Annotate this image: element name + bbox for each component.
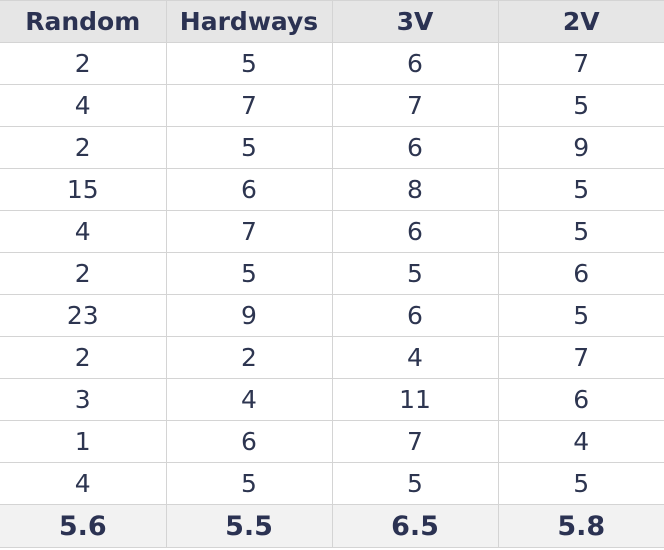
column-header-3v: 3V <box>331 0 499 43</box>
table-cell: 5 <box>497 84 664 127</box>
table-row: 3 4 11 6 <box>0 378 664 421</box>
table-cell: 7 <box>331 84 499 127</box>
table-body: 2 5 6 7 4 7 7 5 2 5 6 9 15 6 8 5 4 7 6 5 <box>0 42 664 505</box>
table-cell: 3 <box>0 378 167 421</box>
table-cell: 9 <box>165 294 333 337</box>
table-footer: 5.6 5.5 6.5 5.8 <box>0 504 664 548</box>
table-cell: 2 <box>0 126 167 169</box>
table-header: Random Hardways 3V 2V <box>0 0 664 43</box>
table-cell: 4 <box>165 378 333 421</box>
column-header-2v: 2V <box>497 0 664 43</box>
table-row: 4 7 7 5 <box>0 84 664 127</box>
table-cell: 5 <box>165 462 333 505</box>
table-cell: 7 <box>497 42 664 85</box>
table-cell: 6 <box>165 420 333 463</box>
table-cell: 11 <box>331 378 499 421</box>
column-header-hardways: Hardways <box>165 0 333 43</box>
table-cell: 4 <box>331 336 499 379</box>
table-cell: 6 <box>331 42 499 85</box>
table-cell: 4 <box>0 210 167 253</box>
table-row: 23 9 6 5 <box>0 294 664 337</box>
summary-cell-2v: 5.8 <box>497 504 664 548</box>
table-row: 15 6 8 5 <box>0 168 664 211</box>
table-cell: 1 <box>0 420 167 463</box>
table-cell: 2 <box>0 42 167 85</box>
table-cell: 7 <box>497 336 664 379</box>
table-cell: 6 <box>497 378 664 421</box>
table-cell: 5 <box>331 252 499 295</box>
header-row: Random Hardways 3V 2V <box>0 0 664 43</box>
table-cell: 5 <box>165 42 333 85</box>
table-cell: 6 <box>331 126 499 169</box>
table-row: 2 2 4 7 <box>0 336 664 379</box>
table-cell: 5 <box>165 126 333 169</box>
table-cell: 23 <box>0 294 167 337</box>
summary-row: 5.6 5.5 6.5 5.8 <box>0 504 664 548</box>
table-cell: 6 <box>497 252 664 295</box>
table-cell: 5 <box>497 210 664 253</box>
table-cell: 4 <box>0 84 167 127</box>
table-row: 1 6 7 4 <box>0 420 664 463</box>
table-cell: 6 <box>165 168 333 211</box>
table-cell: 9 <box>497 126 664 169</box>
table-cell: 7 <box>165 84 333 127</box>
summary-cell-random: 5.6 <box>0 504 167 548</box>
table-row: 4 7 6 5 <box>0 210 664 253</box>
table-row: 2 5 6 7 <box>0 42 664 85</box>
table-row: 4 5 5 5 <box>0 462 664 505</box>
table-cell: 2 <box>165 336 333 379</box>
table-cell: 7 <box>331 420 499 463</box>
table-cell: 15 <box>0 168 167 211</box>
table-row: 2 5 6 9 <box>0 126 664 169</box>
table-cell: 5 <box>165 252 333 295</box>
table-cell: 7 <box>165 210 333 253</box>
summary-cell-3v: 6.5 <box>331 504 499 548</box>
table-cell: 4 <box>497 420 664 463</box>
table-cell: 2 <box>0 252 167 295</box>
table-cell: 5 <box>497 168 664 211</box>
summary-cell-hardways: 5.5 <box>165 504 333 548</box>
table-cell: 5 <box>331 462 499 505</box>
table-cell: 6 <box>331 210 499 253</box>
table-cell: 6 <box>331 294 499 337</box>
table-cell: 5 <box>497 462 664 505</box>
table-cell: 4 <box>0 462 167 505</box>
table-cell: 5 <box>497 294 664 337</box>
table-row: 2 5 5 6 <box>0 252 664 295</box>
table-cell: 2 <box>0 336 167 379</box>
column-header-random: Random <box>0 0 167 43</box>
table-cell: 8 <box>331 168 499 211</box>
